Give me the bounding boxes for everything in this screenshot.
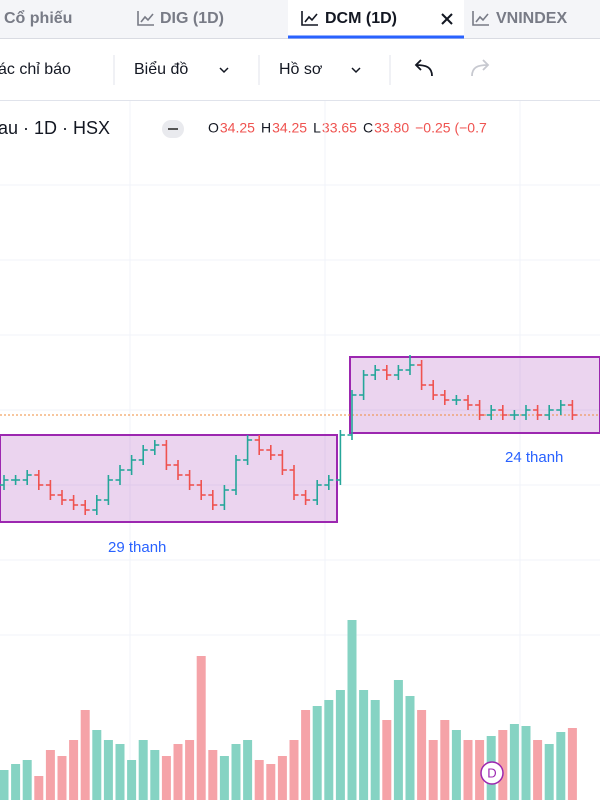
plot: 29 thanh 24 thanh D: [0, 101, 600, 800]
toolbar-button[interactable]: ác chỉ báo: [0, 61, 71, 78]
redo-icon[interactable]: [471, 59, 490, 77]
toolbar-button[interactable]: Hồ sơ: [279, 61, 323, 78]
volume-bar: [103, 740, 113, 800]
range-label: 24 thanh: [505, 449, 563, 466]
tab[interactable]: DIG (1D): [160, 10, 224, 27]
ohlc-value: 34.25: [272, 120, 307, 136]
volume-bar: [393, 680, 403, 800]
event-marker: [480, 761, 504, 785]
volume-bar: [405, 696, 415, 800]
ohlc-value: 33.80: [374, 120, 409, 136]
volume-bar: [80, 710, 90, 800]
volume-bar: [45, 750, 55, 800]
volume-bar: [475, 740, 485, 800]
ohlc-label: H: [261, 120, 271, 136]
volume-bar: [22, 760, 32, 800]
active-tab-bg: [288, 0, 464, 38]
ohlc-label: L: [313, 120, 321, 136]
volume-bar: [173, 744, 183, 800]
ohlc-label: C: [363, 120, 373, 136]
volume-bar: [417, 710, 427, 800]
volume-bar: [498, 730, 508, 800]
volume-bar: [57, 756, 67, 800]
volume-bar: [440, 720, 450, 800]
ohlc-legend: O 34.25 H 34.25 L 33.65 C 33.80 −0.25 (−0.7: [208, 120, 487, 136]
volume-bar: [567, 728, 577, 800]
tab[interactable]: VNINDEX: [496, 10, 567, 27]
volume-bar: [521, 726, 531, 800]
chevron: [219, 67, 229, 74]
volume-bar: [544, 744, 554, 800]
range-label: 29 thanh: [108, 539, 166, 556]
tab[interactable]: DCM (1D): [325, 10, 397, 27]
tab-icon: [301, 11, 318, 26]
volume-bar: [254, 760, 264, 800]
volume-bar: [115, 744, 125, 800]
volume-bar: [34, 776, 44, 800]
volume-bar: [509, 724, 519, 800]
volume-bar: [335, 690, 345, 800]
change-value: −0.25 (−0.7: [415, 120, 487, 136]
toolbar-button[interactable]: Biểu đồ: [134, 60, 188, 78]
volume-bar: [231, 744, 241, 800]
ohlc-value: 34.25: [220, 120, 255, 136]
range-box: [0, 434, 338, 523]
volume-bar: [324, 700, 334, 800]
volume-bar: [11, 764, 21, 800]
volume-bar: [219, 756, 229, 800]
tab-icon: [472, 11, 489, 26]
volume-bar: [127, 760, 137, 800]
event-marker-label: D: [487, 765, 496, 780]
volume-bar: [208, 750, 218, 800]
ohlc-label: O: [208, 120, 219, 136]
volume-bar: [533, 740, 543, 800]
volume-bar: [428, 740, 438, 800]
volume-bar: [69, 740, 79, 800]
volume-bar: [359, 690, 369, 800]
volume-bar: [150, 750, 160, 800]
volume-bar: [161, 756, 171, 800]
volume-bar: [382, 720, 392, 800]
volume-bar: [0, 770, 9, 800]
chevron: [351, 67, 361, 74]
range-box: [349, 356, 600, 434]
volume-bar: [277, 756, 287, 800]
volume-bar: [451, 730, 461, 800]
volume-bar: [289, 740, 299, 800]
volume-bar: [312, 706, 322, 800]
volume-bar: [92, 730, 102, 800]
volume-bar: [243, 740, 253, 800]
volume-bar: [301, 710, 311, 800]
undo-icon[interactable]: [414, 59, 433, 77]
volume-bar: [556, 732, 566, 800]
ohlc-value: 33.65: [322, 120, 357, 136]
volume-bar: [347, 620, 357, 800]
volume-bar: [370, 700, 380, 800]
volume-bar: [185, 740, 195, 800]
volume-bar: [138, 740, 148, 800]
close-tab-icon[interactable]: [441, 13, 453, 25]
volume-bar: [266, 764, 276, 800]
symbol-label: au · 1D · HSX: [0, 118, 110, 138]
tab[interactable]: Cổ phiếu: [4, 9, 72, 27]
tab-icon: [137, 11, 154, 26]
volume-bar: [463, 740, 473, 800]
volume-bar: [196, 656, 206, 800]
